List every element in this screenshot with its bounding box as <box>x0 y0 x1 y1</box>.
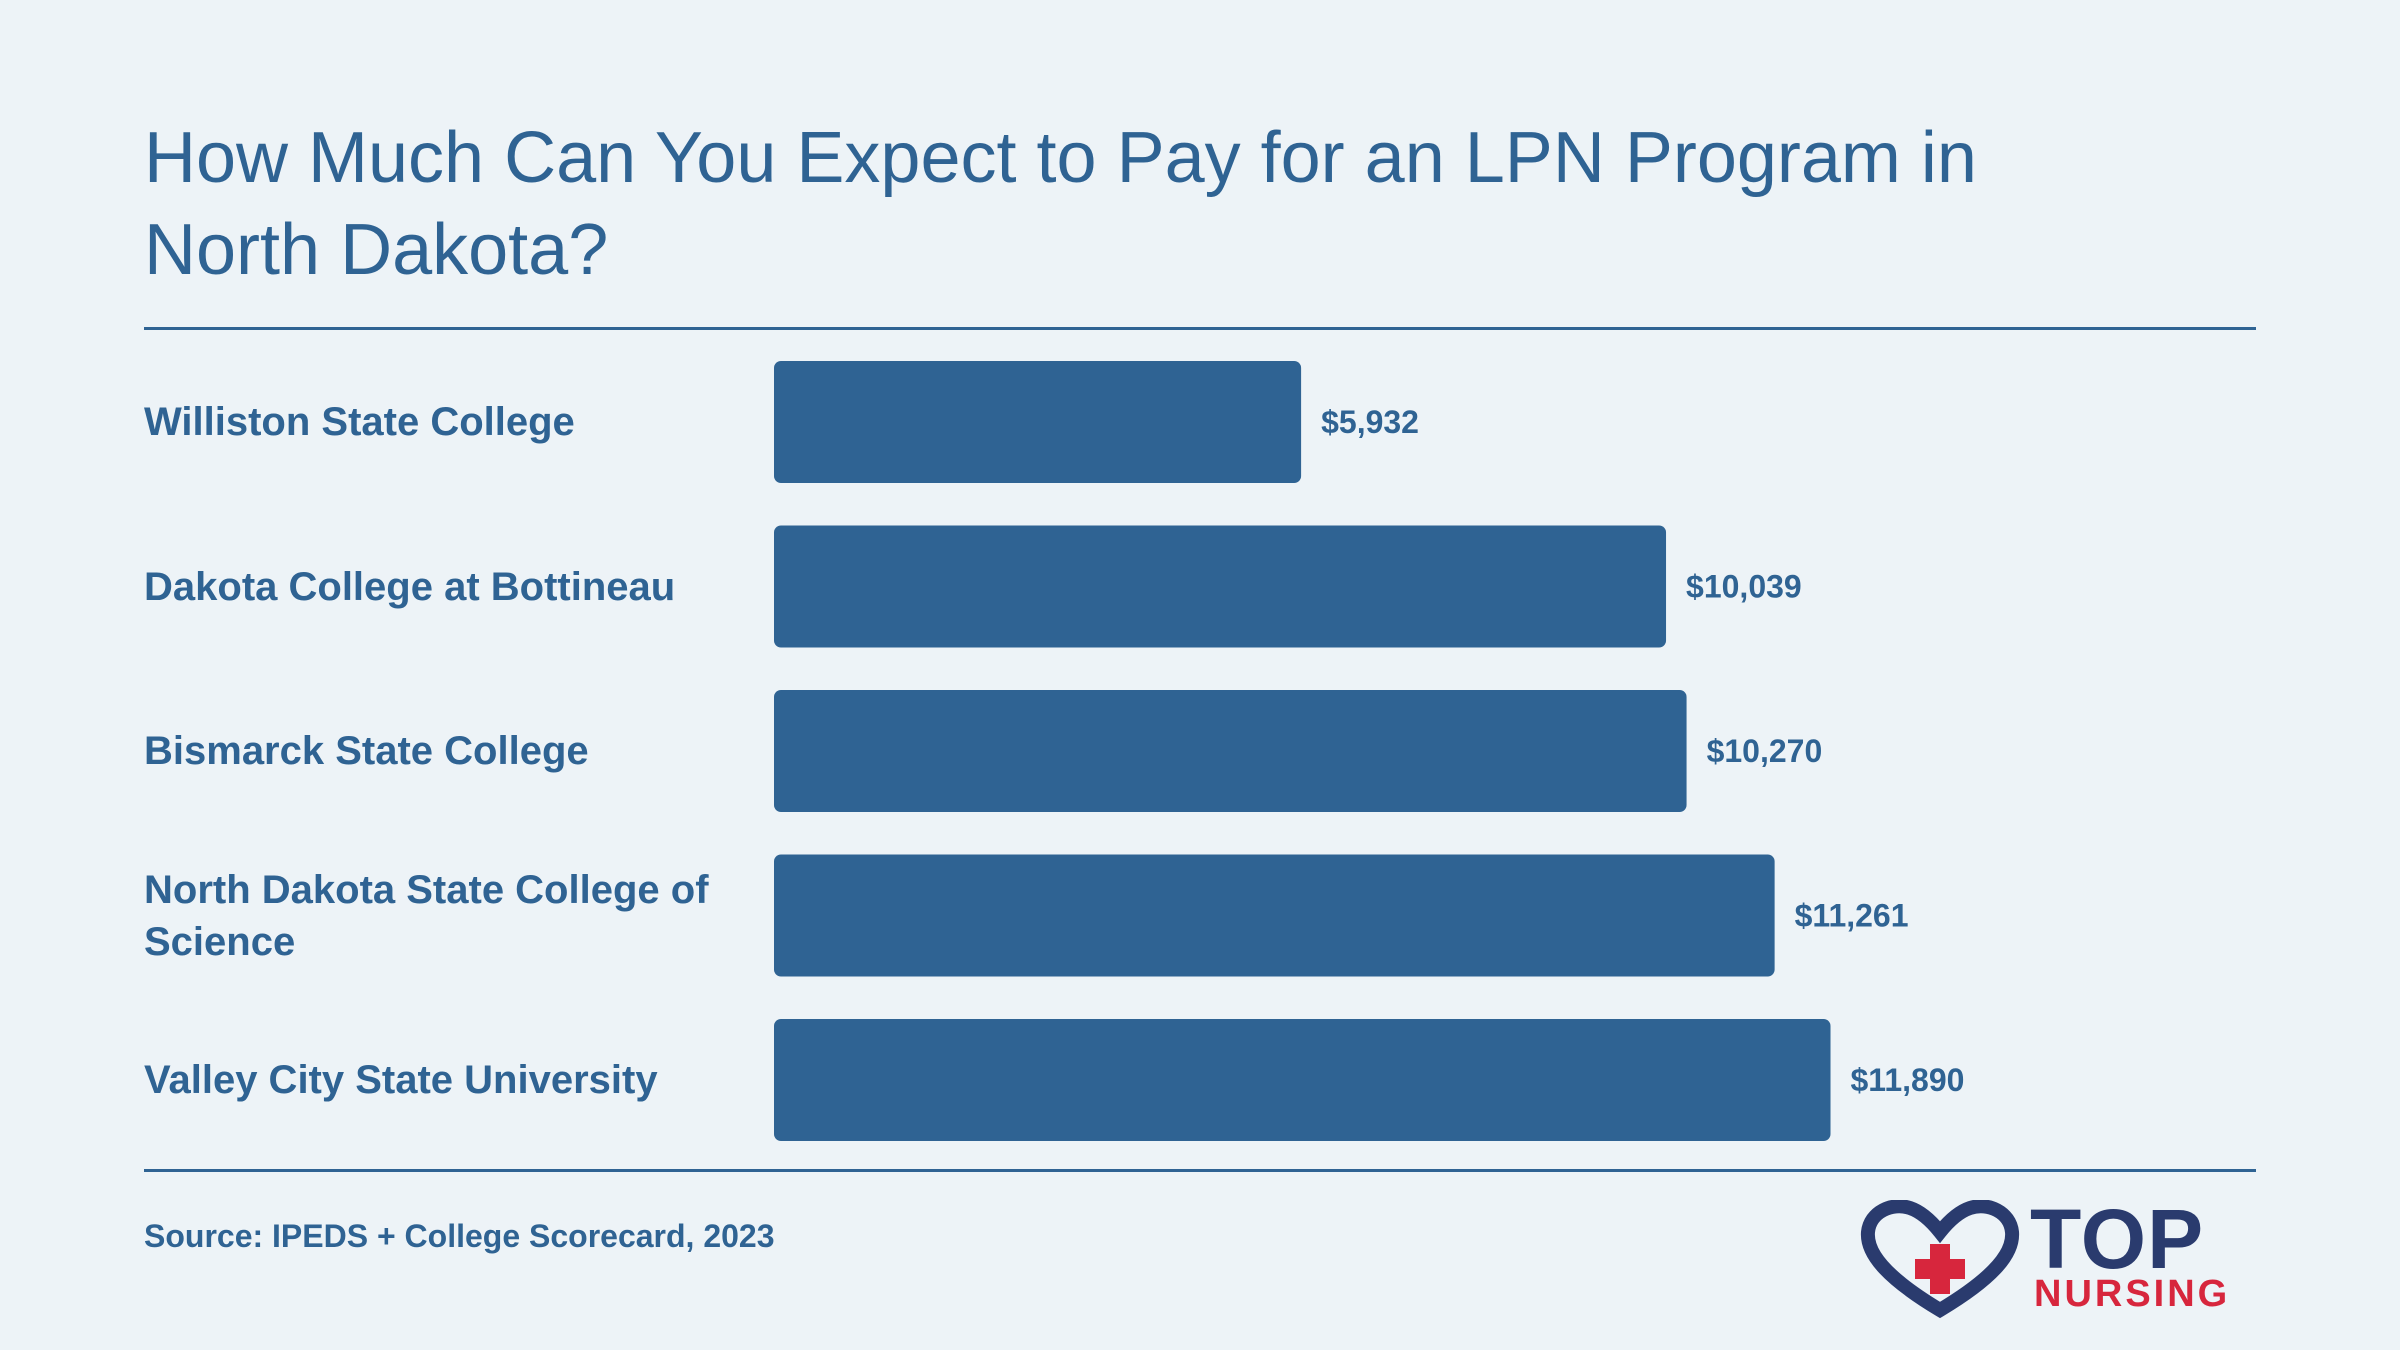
category-label-0: Williston State College <box>144 400 575 444</box>
heart-cross-icon <box>1860 1199 2020 1319</box>
bar-0 <box>774 361 1302 483</box>
bar-4 <box>774 1019 1831 1141</box>
bar-2 <box>774 690 1687 812</box>
logo-nursing-text: NURSING <box>2034 1273 2231 1315</box>
logo-top-text: TOP <box>2030 1192 2205 1286</box>
chart-title: How Much Can You Expect to Pay for an LP… <box>144 118 1977 290</box>
top-nursing-logo: TOP NURSING <box>1860 1194 2260 1320</box>
bar-value-label-4: $11,890 <box>1851 1062 1965 1098</box>
bar-value-label-1: $10,039 <box>1686 569 1802 605</box>
category-label-3: North Dakota State College of Science <box>144 867 709 964</box>
bar-value-label-3: $11,261 <box>1795 898 1909 934</box>
category-label-4: Valley City State University <box>144 1058 658 1102</box>
category-label-1: Dakota College at Bottineau <box>144 564 676 609</box>
bar-3 <box>774 854 1775 977</box>
bottom-divider <box>144 1169 2256 1172</box>
category-label-2: Bismarck State College <box>144 729 589 773</box>
bar-value-label-2: $10,270 <box>1707 733 1823 769</box>
bar-1 <box>774 525 1667 648</box>
source-note: Source: IPEDS + College Scorecard, 2023 <box>144 1218 775 1254</box>
top-divider <box>144 327 2256 330</box>
bar-value-label-0: $5,932 <box>1321 404 1419 440</box>
